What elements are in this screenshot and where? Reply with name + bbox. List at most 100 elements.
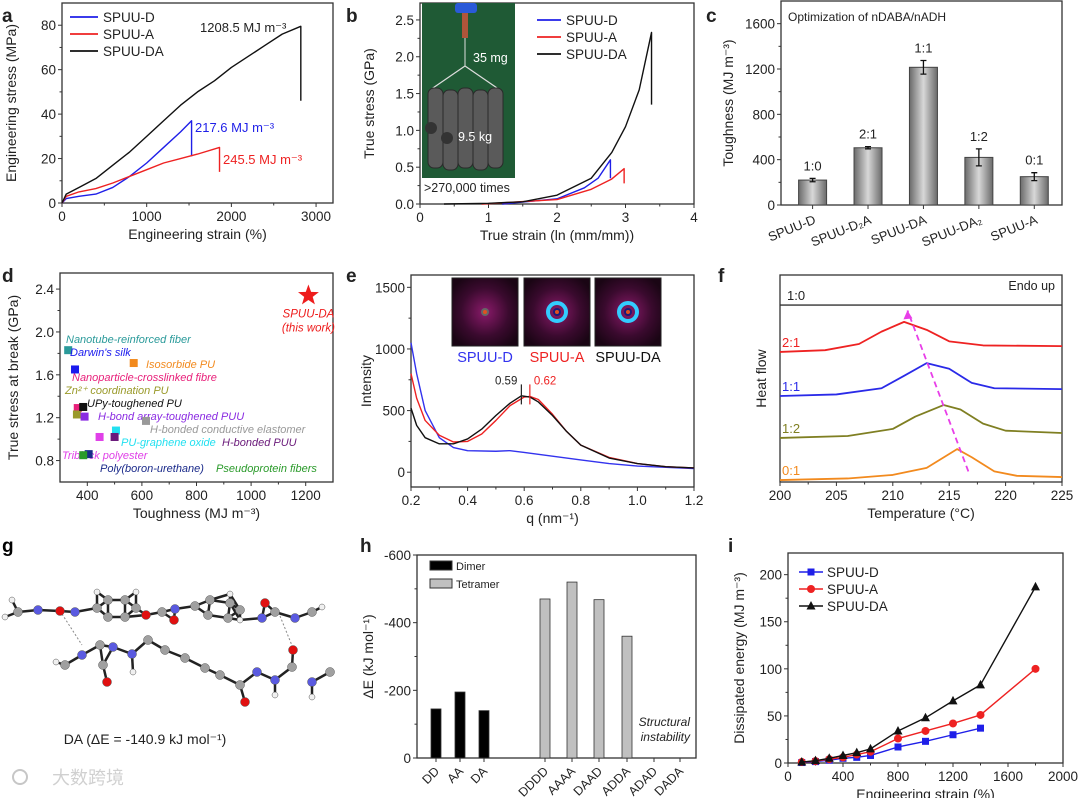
data-point <box>948 695 958 705</box>
y-tick-label: 1200 <box>745 62 775 77</box>
clamp-holder-icon <box>462 13 468 38</box>
atom-c <box>98 660 108 670</box>
peak-label: 0.62 <box>534 375 556 387</box>
y-axis-label: True stress (GPa) <box>361 48 377 159</box>
bar <box>853 147 883 206</box>
panel-label: b <box>346 6 358 27</box>
data-point <box>1031 664 1040 673</box>
y-tick-label: 1000 <box>375 342 405 357</box>
y-tick-label: 1.6 <box>35 368 54 383</box>
bar-tetramer <box>593 599 605 759</box>
bar-tetramer <box>621 635 633 759</box>
ratio-label: 2:1 <box>859 127 877 142</box>
x-tick-label: DDDD <box>516 764 551 798</box>
point-label: UPy-toughened PU <box>87 398 182 410</box>
atom-n <box>307 677 317 687</box>
series-line-spuu-da <box>61 25 302 204</box>
legend-label: SPUU-A <box>566 30 617 45</box>
beam-center <box>483 310 487 314</box>
data-point <box>811 755 820 765</box>
x-tick-label: 200 <box>769 488 792 503</box>
atom-h <box>308 693 316 701</box>
square-marker <box>72 410 81 419</box>
atom-n <box>77 650 87 660</box>
atom-c <box>120 612 130 622</box>
atom-c <box>120 595 130 605</box>
hydrogen-bond <box>61 613 83 646</box>
atom-n <box>290 613 300 623</box>
curve-label: 0:1 <box>782 463 800 478</box>
y-tick-label: 2.5 <box>395 13 414 28</box>
legend-label: SPUU-D <box>566 13 618 28</box>
data-point <box>893 725 903 735</box>
atom-c <box>157 607 167 617</box>
x-tick-label: 800 <box>887 769 910 784</box>
x-tick-label: 1 <box>485 210 493 225</box>
y-tick-label: 1500 <box>375 280 405 295</box>
x-tick-label: 0 <box>58 209 66 224</box>
atom-n <box>70 607 80 617</box>
y-tick-label: 0.5 <box>395 160 414 175</box>
error-bar <box>920 59 927 75</box>
x-axis-label: Toughness (MJ m⁻³) <box>133 505 260 521</box>
atom-o <box>260 598 270 608</box>
load-weight-label: 9.5 kg <box>458 130 492 144</box>
point-label: H-bonded PUU <box>222 437 297 449</box>
x-tick-label: 1600 <box>993 769 1023 784</box>
square-marker <box>79 451 88 460</box>
x-tick-label: 0 <box>416 210 424 225</box>
hydrogen-bond <box>279 615 294 649</box>
y-tick-label: -200 <box>384 683 411 698</box>
data-point <box>949 719 957 728</box>
atom-c <box>190 601 200 611</box>
weight-plate <box>457 87 474 169</box>
atom-h <box>1 613 9 621</box>
y-tick-label: 200 <box>759 568 782 583</box>
watermark-text: 大数跨境 <box>52 768 124 789</box>
y-axis-label: True stress at break (GPa) <box>5 295 21 460</box>
error-bar <box>809 177 816 183</box>
weight-knob <box>441 132 453 144</box>
chart-title: Optimization of nDABA/nADH <box>788 10 946 24</box>
panel-c: 0 400 800 1200 1600 Toughness (MJ m⁻³)c Optimi… <box>706 0 1063 250</box>
x-tick-label: 1000 <box>132 209 162 224</box>
point-label: PU-graphene oxide <box>121 437 216 449</box>
y-tick-label: 100 <box>759 662 782 677</box>
panel-label: a <box>2 6 13 27</box>
series-line-2-1 <box>779 320 1063 353</box>
x-tick-label: 210 <box>882 488 905 503</box>
atom-n <box>170 604 180 614</box>
y-axis-label: Dissipated energy (MJ m⁻³) <box>731 572 747 744</box>
x-tick-label: 3 <box>622 210 630 225</box>
trend-arrow-line <box>906 310 970 472</box>
atom-c <box>131 603 141 613</box>
legend-label: SPUU-A <box>827 582 878 597</box>
data-point <box>976 710 985 719</box>
x-tick-label: 0 <box>784 769 792 784</box>
peak-label: 0.59 <box>495 375 517 387</box>
panel-i: 0 400 800 1200 1600 2000 0 50 100 150 200 Engineeri… <box>728 536 1078 798</box>
weight-knob <box>425 122 437 134</box>
y-tick-label: 0.8 <box>35 454 54 469</box>
inset-label: SPUU-DA <box>595 350 661 366</box>
x-tick-label: SPUU-DA₂ <box>919 212 984 250</box>
panel-b: 0 1 2 3 4 0.0 0.5 1.0 1.5 2.0 2.5 True strain (ln (… <box>346 2 698 243</box>
legend-label: SPUU-D <box>827 565 879 580</box>
x-tick-label: 0.6 <box>515 493 534 508</box>
atom-o <box>288 645 298 655</box>
square-marker <box>73 404 82 413</box>
series-line-1-1 <box>779 362 1063 397</box>
data-point <box>921 726 930 735</box>
panel-label: h <box>360 536 372 557</box>
curve-label: 2:1 <box>782 335 800 350</box>
ratio-label: 1:0 <box>804 158 822 173</box>
panel-label: c <box>706 6 717 27</box>
bar-dimer <box>478 710 490 759</box>
arrow-head-icon <box>903 310 913 320</box>
data-point <box>824 753 834 762</box>
atom-c <box>143 635 153 645</box>
y-tick-label: -400 <box>384 616 411 631</box>
y-tick-label: -600 <box>384 548 411 563</box>
bar-dimer <box>454 691 466 759</box>
legend-label: SPUU-A <box>103 27 154 42</box>
